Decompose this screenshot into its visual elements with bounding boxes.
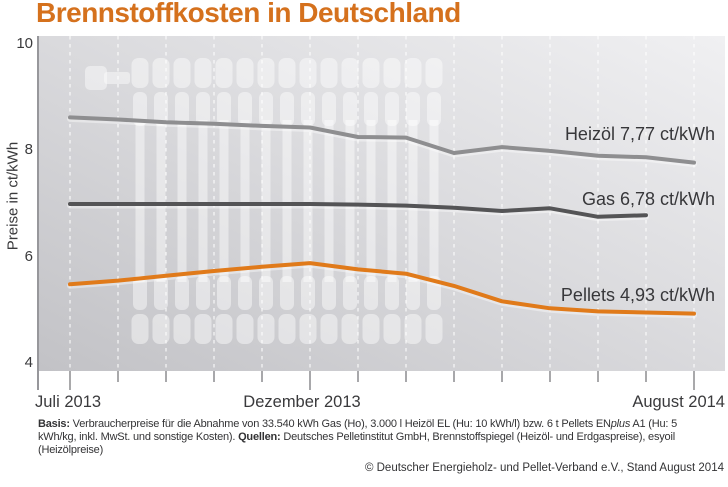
y-axis-line — [37, 36, 39, 390]
footnote-enplus-italic: plus — [610, 418, 631, 430]
footnote-basis-label: Basis: — [38, 418, 70, 430]
heizoel-line — [68, 115, 696, 165]
footnote: Basis: Verbraucherpreise für die Abnahme… — [38, 418, 702, 456]
y-tick-label-6: 6 — [24, 248, 33, 265]
x-axis-ticks-svg — [69, 371, 695, 390]
footnote-quellen-label: Quellen: — [238, 430, 281, 443]
footnote-quellen-text: Deutsches Pelletinstitut GmbH, Brennstof… — [38, 430, 675, 456]
y-tick-label-4: 4 — [24, 354, 33, 371]
series-label-gas: Gas 6,78 ct/kWh — [581, 189, 715, 209]
x-axis-label-august-2014: August 2014 — [632, 393, 725, 411]
footnote-after-enplus: A1 (Hu: 5 kWh/kg, inkl. MwSt. und sonsti… — [38, 418, 678, 443]
chart-svg — [67, 36, 697, 371]
plot-area — [38, 36, 725, 371]
series-label-pellets: Pellets 4,93 ct/kWh — [560, 285, 715, 305]
chart-title: Brennstoffkosten in Deutschland — [36, 0, 461, 28]
footnote-basis-text: Verbraucherpreise für die Abnahme von 33… — [69, 418, 611, 430]
x-axis-label-juli-2013: Juli 2013 — [35, 393, 102, 411]
y-tick-label-8: 8 — [24, 141, 33, 158]
radiator-watermark-icon — [85, 58, 443, 344]
series-label-heizoel: Heizöl 7,77 ct/kWh — [564, 124, 715, 144]
x-axis-label-dezember-2013: Dezember 2013 — [243, 393, 361, 411]
copyright-line: © Deutscher Energieholz- und Pellet-Verb… — [364, 462, 724, 474]
y-tick-label-10: 10 — [16, 35, 33, 52]
gas-line — [68, 202, 648, 219]
pellets-line — [68, 261, 696, 316]
